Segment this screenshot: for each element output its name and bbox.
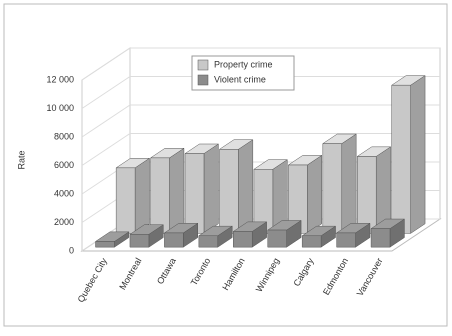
bar	[115, 157, 151, 234]
bar-front	[164, 232, 184, 248]
bar	[335, 222, 371, 248]
bar-side	[410, 75, 426, 234]
bar	[198, 225, 234, 248]
y-tick-label: 0	[69, 245, 74, 255]
bar-front	[301, 235, 322, 248]
bar-side	[341, 133, 357, 234]
bar-front	[357, 156, 377, 234]
legend-swatch	[197, 74, 209, 86]
y-tick-label: 8000	[54, 131, 74, 141]
bar-front	[129, 234, 150, 248]
bar	[321, 133, 357, 234]
bar-front	[219, 149, 239, 234]
bar	[287, 154, 323, 234]
grid-line	[81, 104, 440, 138]
bar-front	[150, 157, 170, 234]
y-tick-label: 12 000	[46, 74, 74, 84]
bar-front	[336, 232, 356, 248]
y-tick-label: 6000	[54, 160, 74, 170]
bar	[149, 147, 185, 234]
grid-line	[81, 47, 440, 81]
bar	[232, 221, 268, 248]
grid-line	[81, 133, 440, 166]
legend-label: Violent crime	[214, 74, 266, 84]
bar-front	[391, 84, 411, 234]
bar-side	[134, 157, 150, 234]
bar	[163, 222, 199, 248]
legend-swatch	[197, 59, 209, 71]
bar	[301, 225, 337, 248]
bar-side	[307, 154, 322, 234]
bar-front	[184, 153, 205, 234]
bar	[370, 218, 406, 248]
legend-label: Property crime	[214, 59, 273, 69]
y-tick-label: 10 000	[46, 103, 74, 113]
bar-front	[115, 167, 136, 234]
bar-side	[238, 139, 254, 234]
bar-front	[198, 235, 219, 248]
bar-side	[203, 143, 219, 234]
bar-front	[95, 241, 115, 248]
bar-front	[322, 143, 343, 234]
y-tick-label: 4000	[54, 188, 74, 198]
bar	[266, 219, 302, 248]
grid-line	[81, 76, 440, 109]
bar-side	[169, 147, 185, 234]
bar	[390, 75, 426, 234]
legend	[191, 55, 295, 91]
bar	[218, 139, 254, 234]
y-tick-label: 2000	[54, 217, 74, 227]
bar-front	[267, 229, 287, 248]
bar-front	[370, 228, 391, 248]
y-axis-label: Rate	[16, 150, 26, 169]
bar	[184, 143, 220, 234]
bar-front	[233, 231, 253, 248]
bar	[94, 231, 130, 248]
bar	[129, 224, 165, 248]
